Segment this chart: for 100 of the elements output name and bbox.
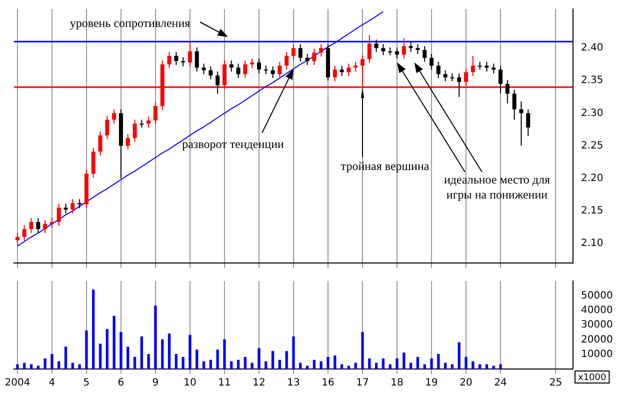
annotation: уровень сопротивления	[70, 16, 191, 30]
candlestick	[402, 38, 406, 59]
bar	[30, 364, 33, 369]
y-tick-label: 2.15	[581, 205, 604, 216]
candlestick	[15, 232, 20, 246]
candlestick	[98, 130, 102, 156]
bar	[78, 364, 81, 369]
candlestick	[346, 63, 351, 77]
candlestick	[484, 61, 489, 72]
bar	[271, 351, 274, 369]
x-tick-label: 4	[48, 378, 56, 389]
bar	[223, 339, 226, 369]
annotation: идеальное место для игры на понижении	[444, 172, 550, 202]
x-tick-label: 6	[118, 378, 124, 389]
bar	[50, 354, 54, 369]
candlestick	[202, 63, 206, 75]
bar	[258, 348, 260, 369]
bar	[485, 364, 488, 369]
candlestick	[64, 203, 68, 214]
bar	[396, 358, 398, 369]
candlestick	[70, 198, 75, 214]
bar	[202, 361, 206, 369]
bar	[388, 364, 392, 369]
y-tick-label: 40000	[581, 304, 613, 316]
bar	[140, 336, 144, 369]
bar	[161, 339, 164, 369]
bar	[464, 356, 468, 369]
candlestick	[319, 44, 324, 58]
candlestick	[78, 198, 82, 209]
bar	[154, 306, 157, 369]
y-tick-label: 10000	[581, 348, 613, 360]
x-tick-label: 2004	[4, 378, 30, 389]
bar	[458, 342, 460, 369]
bar	[196, 350, 198, 369]
candlestick	[450, 72, 454, 82]
candlestick	[332, 65, 337, 82]
bar	[126, 346, 130, 369]
bar	[85, 330, 88, 369]
bar	[244, 356, 247, 369]
candlestick	[194, 46, 199, 72]
x-tick-label: 24	[494, 378, 507, 389]
bar	[182, 356, 184, 369]
candlestick	[270, 66, 275, 79]
y-tick-label: 2.30	[581, 108, 604, 119]
bar	[340, 364, 344, 369]
candlestick	[416, 44, 420, 54]
bar	[44, 358, 46, 369]
candlestick	[284, 51, 289, 70]
bar	[36, 366, 40, 369]
candlestick	[374, 39, 378, 52]
candlestick	[236, 63, 240, 79]
bar	[320, 361, 322, 369]
candlestick	[216, 71, 220, 94]
candlestick	[436, 61, 440, 79]
bar	[361, 332, 364, 369]
y-tick-label: 2.25	[581, 140, 604, 152]
x-tick-label: 9	[152, 378, 159, 389]
bar	[264, 361, 268, 369]
candlestick	[278, 61, 282, 79]
bar	[168, 333, 171, 369]
candlestick	[140, 119, 144, 128]
bar	[98, 344, 102, 369]
candlestick	[146, 116, 151, 128]
candlestick	[492, 63, 496, 74]
x-tick-label: 12	[252, 378, 266, 389]
candlestick	[381, 44, 386, 56]
bar	[409, 362, 412, 369]
candlestick	[340, 65, 344, 77]
candlestick	[91, 147, 96, 178]
x-tick-label: 17	[356, 378, 369, 389]
bar	[374, 362, 378, 369]
bar	[437, 354, 440, 369]
bar	[402, 352, 406, 369]
bar	[188, 334, 192, 369]
y-tick-label: 2.35	[581, 75, 604, 86]
bar	[430, 358, 433, 369]
bar	[147, 354, 150, 369]
bar	[312, 360, 316, 369]
candlestick	[229, 60, 234, 72]
bar	[292, 336, 295, 369]
bar	[368, 358, 371, 369]
x-tick-label: 25	[549, 378, 562, 389]
candlestick	[505, 79, 510, 104]
bar	[334, 355, 336, 369]
x-tick-label: 20	[460, 378, 472, 389]
bar	[112, 316, 116, 369]
bar	[450, 364, 454, 369]
x-tick-label: 18	[390, 378, 404, 389]
x-tick-label: 13	[287, 378, 300, 389]
y-tick-label: 2.40	[581, 42, 604, 54]
annotation: тройная вершина	[340, 159, 430, 174]
candlestick	[298, 44, 302, 62]
bar	[416, 356, 420, 369]
bar	[250, 362, 254, 369]
bar	[299, 362, 302, 369]
candlestick	[50, 218, 54, 228]
candlestick	[430, 53, 434, 70]
candlestick	[367, 34, 372, 64]
candlestick	[312, 48, 316, 66]
candlestick	[105, 115, 110, 140]
